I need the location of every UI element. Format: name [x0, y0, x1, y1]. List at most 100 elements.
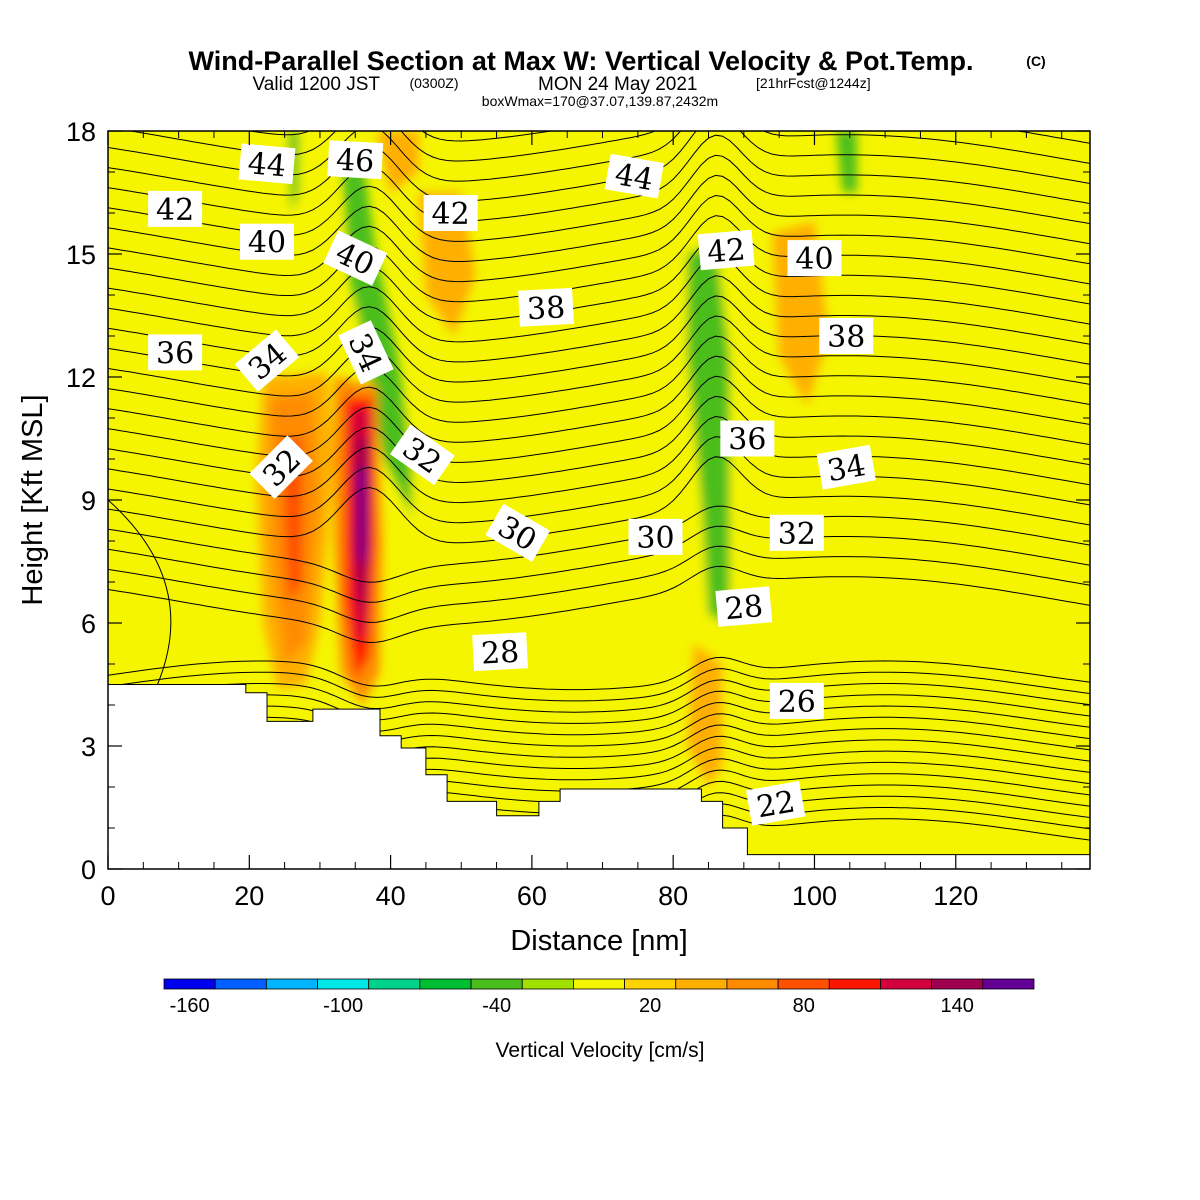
- contour-label: 36: [148, 334, 203, 371]
- contour-label: 26: [769, 682, 824, 720]
- colorbar-swatch: [675, 978, 728, 990]
- contour-label-box: [327, 140, 384, 180]
- theta-line: [108, 235, 1090, 323]
- theta-line: [108, 656, 1090, 691]
- contour-label-box: [423, 195, 478, 231]
- velocity-region: [998, 131, 1090, 254]
- x-tick-label: 120: [933, 881, 978, 911]
- colorbar-swatch: [828, 978, 881, 990]
- y-tick-label: 15: [66, 240, 96, 270]
- x-tick-label: 0: [100, 881, 115, 911]
- colorbar-swatch: [368, 978, 421, 990]
- colorbar-swatch: [317, 978, 370, 990]
- contour-label: 40: [787, 240, 842, 277]
- theta-line: [108, 315, 1090, 403]
- theta-line: [108, 679, 1090, 713]
- x-tick-label: 80: [658, 881, 688, 911]
- colorbar-swatch: [573, 978, 625, 990]
- colorbar-swatch: [419, 978, 472, 990]
- colorbar-swatch: [931, 978, 984, 990]
- contour-label-box: [239, 223, 294, 260]
- forecast-info: [21hrFcst@1244z]: [756, 75, 871, 91]
- colorbar-swatch: [726, 978, 779, 990]
- colorbar-swatch: [624, 978, 677, 990]
- contour-label: 42: [697, 229, 755, 271]
- colorbar-swatch: [470, 978, 523, 990]
- contour-label-box: [472, 632, 528, 672]
- contour-label: 40: [239, 223, 294, 261]
- contour-label-text: 36: [156, 336, 194, 371]
- contour-label: 38: [819, 318, 874, 355]
- contour-label: 28: [472, 632, 528, 672]
- colorbar-swatch: [521, 978, 574, 990]
- colorbar-swatch: [880, 978, 933, 990]
- valid-time-prefix: Valid 1200 JST: [253, 74, 381, 95]
- velocity-region: [348, 295, 617, 804]
- contour-label: 44: [238, 143, 296, 185]
- theta-line: [108, 0, 1090, 41]
- x-tick-label: 100: [792, 881, 837, 911]
- colorbar-swatch: [777, 978, 830, 990]
- theta-line: [108, 0, 1090, 20]
- theta-line: [108, 335, 1090, 423]
- theta-line: [108, 499, 172, 685]
- contour-label-box: [715, 586, 773, 627]
- velocity-region: [687, 643, 723, 787]
- y-tick-label: 12: [66, 363, 96, 393]
- chart-title: Wind-Parallel Section at Max W: Vertical…: [189, 46, 974, 76]
- contour-label-box: [249, 435, 313, 500]
- contour-label-box: [238, 143, 296, 185]
- contour-label-box: [745, 780, 806, 826]
- contour-label-box: [628, 518, 683, 555]
- colorbar-swatch: [982, 978, 1035, 990]
- colorbar-tick-label: 140: [941, 995, 974, 1017]
- contour-label: 22: [745, 780, 806, 826]
- contour-label-text: 40: [248, 226, 286, 261]
- colorbar-tick-label: 20: [639, 995, 661, 1017]
- theta-line: [108, 505, 1090, 583]
- theta-line: [108, 525, 1090, 603]
- valid-date: MON 24 May 2021: [538, 74, 697, 95]
- contour-label-text: 44: [246, 146, 287, 184]
- colorbar-swatch: [265, 978, 318, 990]
- y-tick-label: 0: [81, 855, 96, 885]
- contour-label-box: [819, 318, 874, 354]
- velocity-region: [546, 131, 645, 418]
- contour-label-text: 42: [156, 193, 194, 228]
- contour-label-box: [769, 514, 824, 551]
- contour-label: 42: [148, 190, 203, 228]
- contour-label-text: 44: [612, 157, 656, 198]
- contour-label-box: [234, 329, 300, 392]
- theta-line: [108, 131, 1090, 202]
- colorbar-tick-label: -40: [482, 995, 511, 1017]
- contour-label: 30: [628, 518, 683, 556]
- contour-label: 38: [518, 287, 574, 327]
- contour-label-box: [518, 287, 574, 327]
- colorbar-title: Vertical Velocity [cm/s]: [496, 1039, 705, 1062]
- copyright-mark: (C): [1026, 53, 1045, 69]
- contour-label-text: 40: [795, 242, 833, 277]
- terrain-mask: [108, 684, 1090, 869]
- colorbar-tick-label: -160: [170, 995, 210, 1017]
- contour-label-box: [148, 190, 203, 227]
- contour-label-text: 38: [827, 320, 865, 355]
- theta-line: [108, 545, 1090, 623]
- velocity-region: [673, 131, 1090, 853]
- contour-label: 34: [816, 444, 876, 490]
- contour-label-box: [769, 682, 824, 719]
- contour-label: 44: [604, 153, 665, 199]
- theta-line: [108, 194, 1090, 283]
- contour-label-text: 38: [526, 290, 566, 327]
- x-tick-label: 20: [234, 881, 264, 911]
- contour-label-box: [389, 424, 455, 486]
- contour-label-box: [697, 229, 755, 271]
- contour-label-text: 42: [432, 197, 470, 232]
- colorbar: -160 -100 -40 20 80 140: [163, 978, 1035, 1017]
- colorbar-swatch: [214, 978, 267, 990]
- contour-label-box: [148, 334, 203, 371]
- theta-line: [108, 355, 1090, 443]
- colorbar-tick-label: -100: [323, 995, 363, 1017]
- contour-label-box: [604, 153, 665, 199]
- theta-line: [108, 565, 1090, 644]
